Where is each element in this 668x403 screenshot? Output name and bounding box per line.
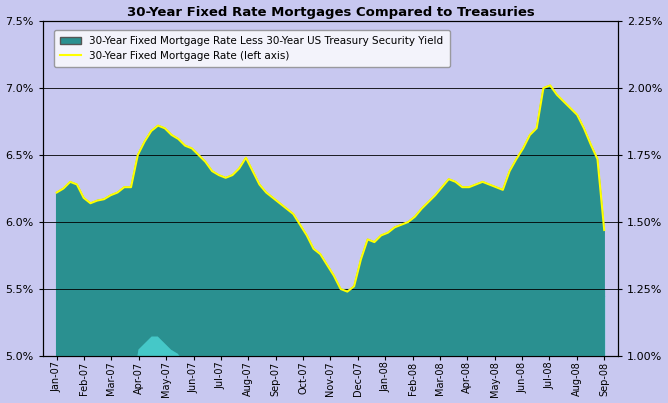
Legend: 30-Year Fixed Mortgage Rate Less 30-Year US Treasury Security Yield, 30-Year Fix: 30-Year Fixed Mortgage Rate Less 30-Year… [54,30,450,67]
Title: 30-Year Fixed Rate Mortgages Compared to Treasuries: 30-Year Fixed Rate Mortgages Compared to… [126,6,534,19]
